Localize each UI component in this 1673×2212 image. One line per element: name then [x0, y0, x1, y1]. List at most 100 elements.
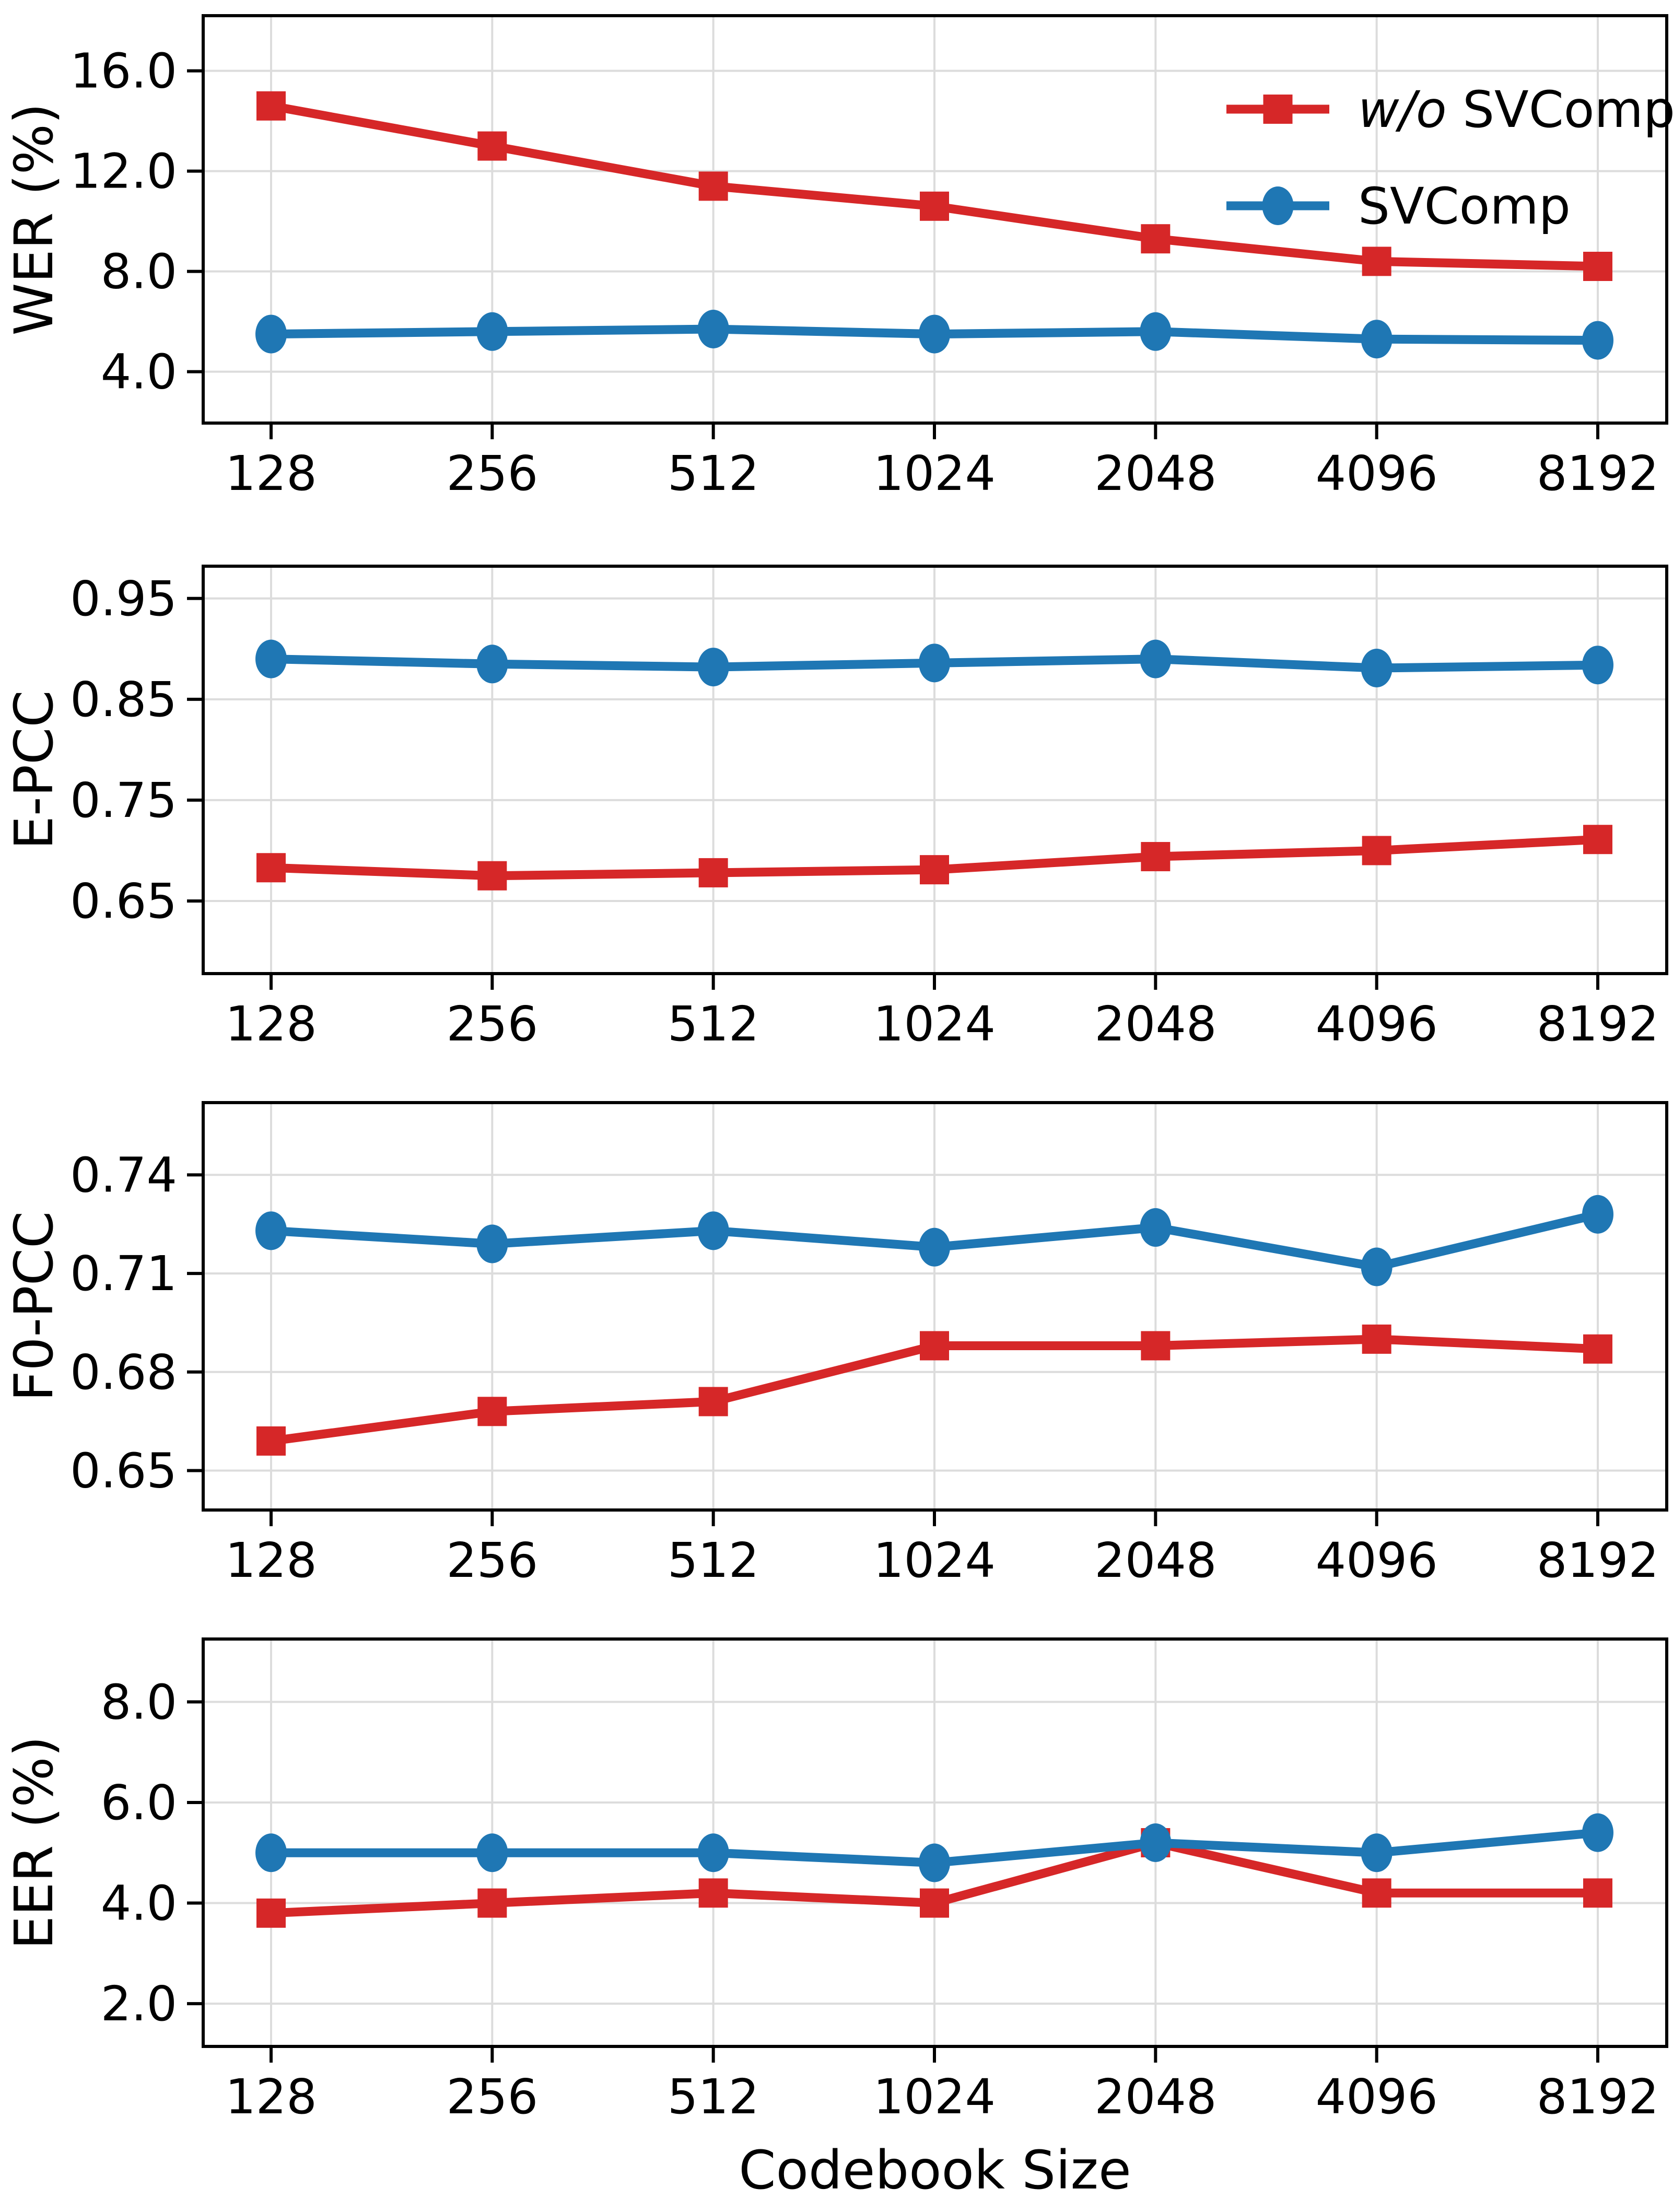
plot-border — [202, 1101, 1668, 1512]
x-tick-label: 1024 — [873, 996, 996, 1052]
data-point-svcomp — [1361, 1247, 1393, 1286]
series-wo_svcomp — [256, 91, 1612, 281]
data-point-svcomp — [919, 1227, 950, 1267]
y-tick-label: 6.0 — [101, 1775, 177, 1831]
data-point-wo_svcomp — [1583, 1334, 1612, 1364]
panel-eer: 2.0 4.0 6.0 8.0 128 256 512 1024 2048 4096 8192 EER… — [0, 1623, 1673, 2212]
grid — [203, 566, 1667, 974]
x-tick-label: 8192 — [1537, 446, 1659, 501]
y-tick-label: 12.0 — [70, 144, 177, 200]
data-point-svcomp — [255, 639, 287, 678]
data-point-svcomp — [697, 310, 729, 348]
x-tick-label: 128 — [225, 446, 317, 501]
x-tick-label: 128 — [225, 2069, 317, 2125]
x-tick-label: 8192 — [1537, 996, 1659, 1052]
x-tick-label: 512 — [668, 1532, 759, 1588]
y-axis-label: E-PCC — [3, 690, 65, 849]
panel-f0-pcc: 0.65 0.68 0.71 0.74 128 256 512 1024 2048 4096 819… — [0, 1087, 1673, 1623]
x-tick-label: 2048 — [1094, 996, 1216, 1052]
data-point-svcomp — [476, 1833, 508, 1872]
data-point-wo_svcomp — [1141, 1331, 1171, 1361]
plot-border — [202, 1637, 1668, 2048]
data-point-svcomp — [255, 1211, 287, 1250]
data-point-wo_svcomp — [920, 1888, 949, 1918]
data-point-svcomp — [1140, 1823, 1172, 1862]
data-point-wo_svcomp — [477, 1888, 507, 1918]
data-point-svcomp — [697, 1211, 729, 1250]
x-tick-label: 1024 — [873, 446, 996, 501]
legend: w/o SVComp SVComp — [1226, 80, 1673, 236]
y-tick-label: 0.75 — [70, 773, 177, 828]
data-point-wo_svcomp — [1583, 252, 1612, 281]
x-tick-label: 4096 — [1316, 1532, 1438, 1588]
grid — [203, 16, 1667, 423]
panel-e-pcc: 0.65 0.75 0.85 0.95 128 256 512 1024 2048 4096 819… — [0, 551, 1673, 1087]
data-point-wo_svcomp — [256, 91, 286, 121]
panel-wer: 4.0 8.0 12.0 16.0 128 256 512 1024 2048 4096 8192 W… — [0, 0, 1673, 551]
data-point-svcomp — [919, 314, 950, 354]
data-point-svcomp — [697, 648, 729, 687]
data-point-svcomp — [1140, 1208, 1172, 1247]
data-point-svcomp — [476, 1224, 508, 1263]
series-svcomp — [255, 310, 1613, 360]
y-tick-label: 8.0 — [101, 1674, 177, 1730]
data-point-wo_svcomp — [477, 131, 507, 161]
data-point-wo_svcomp — [1362, 1324, 1391, 1354]
series-wo_svcomp — [256, 825, 1612, 891]
legend-label: w/o SVComp — [1358, 80, 1673, 139]
data-point-wo_svcomp — [1583, 1878, 1612, 1908]
x-tick-label: 4096 — [1316, 2069, 1438, 2125]
y-tick-label: 4.0 — [101, 344, 177, 400]
data-point-wo_svcomp — [256, 1898, 286, 1928]
y-axis-label: WER (%) — [3, 103, 65, 335]
tick-marks — [187, 596, 1599, 990]
chart-svg-4: 2.0 4.0 6.0 8.0 128 256 512 1024 2048 4096 8192 EER… — [3, 1637, 1668, 2202]
chart-svg-3: 0.65 0.68 0.71 0.74 128 256 512 1024 2048 4096 819… — [3, 1101, 1668, 1588]
x-tick-label: 4096 — [1316, 446, 1438, 501]
x-tick-label: 1024 — [873, 1532, 996, 1588]
data-point-svcomp — [919, 643, 950, 683]
data-point-wo_svcomp — [920, 1331, 949, 1361]
data-point-wo_svcomp — [920, 191, 949, 221]
series-svcomp — [255, 639, 1613, 687]
y-tick-label: 4.0 — [101, 1876, 177, 1932]
data-point-svcomp — [1361, 320, 1393, 359]
series-svcomp — [255, 1195, 1613, 1286]
data-point-svcomp — [1140, 639, 1172, 678]
y-tick-label: 8.0 — [101, 244, 177, 300]
y-tick-label: 0.95 — [70, 571, 177, 627]
data-point-svcomp — [1582, 321, 1613, 360]
data-point-svcomp — [255, 1833, 287, 1872]
chart-svg-2: 0.65 0.75 0.85 0.95 128 256 512 1024 2048 4096 819… — [3, 565, 1668, 1052]
y-tick-label: 0.65 — [70, 1443, 177, 1499]
y-tick-label: 0.65 — [70, 873, 177, 929]
x-tick-label: 2048 — [1094, 446, 1216, 501]
y-axis-label: EER (%) — [3, 1736, 65, 1950]
x-axis-label: Codebook Size — [739, 2139, 1131, 2202]
data-point-wo_svcomp — [698, 1878, 728, 1908]
y-tick-label: 0.74 — [70, 1147, 177, 1203]
x-tick-label: 8192 — [1537, 1532, 1659, 1588]
x-tick-label: 256 — [447, 1532, 539, 1588]
data-point-wo_svcomp — [1362, 247, 1391, 276]
legend-entry-wo_svcomp: w/o SVComp — [1226, 80, 1673, 139]
legend-marker-svcomp — [1262, 186, 1294, 225]
y-tick-label: 16.0 — [70, 43, 177, 99]
series-svcomp — [255, 1813, 1613, 1882]
y-tick-label: 0.71 — [70, 1246, 177, 1302]
y-axis-label: F0-PCC — [3, 1211, 65, 1401]
x-tick-label: 256 — [447, 996, 539, 1052]
x-tick-label: 512 — [668, 446, 759, 501]
data-point-wo_svcomp — [1362, 836, 1391, 865]
x-tick-label: 4096 — [1316, 996, 1438, 1052]
data-point-wo_svcomp — [1583, 825, 1612, 855]
data-point-wo_svcomp — [1141, 224, 1171, 254]
x-tick-label: 256 — [447, 446, 539, 501]
tick-marks — [187, 1700, 1599, 2063]
data-point-svcomp — [1582, 1195, 1613, 1234]
x-tick-label: 128 — [225, 1532, 317, 1588]
data-point-svcomp — [697, 1833, 729, 1872]
data-point-svcomp — [476, 645, 508, 684]
data-point-svcomp — [1140, 312, 1172, 351]
